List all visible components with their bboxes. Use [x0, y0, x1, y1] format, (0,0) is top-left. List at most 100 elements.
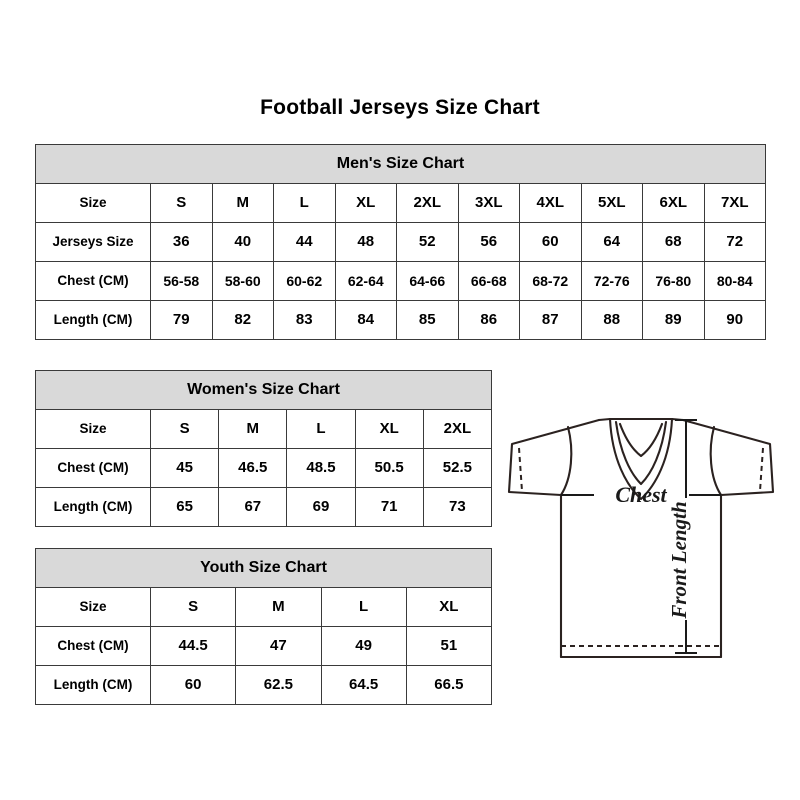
cell: 64-66	[396, 261, 459, 301]
womens-size-chart-table: Women's Size Chart Size S M L XL 2XL Che…	[35, 370, 493, 527]
cell: 71	[354, 487, 424, 527]
table-row: Chest (CM) 44.5 47 49 51	[35, 626, 493, 666]
cell: 60	[149, 665, 237, 705]
row-label-jerseys-size: Jerseys Size	[35, 222, 151, 262]
cell: 79	[150, 300, 213, 340]
cell: 66-68	[457, 261, 520, 301]
cell: 76-80	[642, 261, 705, 301]
column-header-2xl: 2XL	[396, 183, 459, 223]
left-armhole-seam	[559, 425, 573, 497]
table-row: Length (CM) 65 67 69 71 73	[35, 487, 493, 527]
cell: 50.5	[354, 448, 424, 488]
cell: 60	[519, 222, 582, 262]
cell: 72	[703, 222, 766, 262]
cell: 72-76	[580, 261, 643, 301]
column-header-xl: XL	[354, 409, 424, 449]
cell: 46.5	[218, 448, 288, 488]
column-header-xl: XL	[405, 587, 493, 627]
collar-outer-v	[608, 417, 674, 501]
row-label-chest-cm: Chest (CM)	[35, 448, 151, 488]
column-header-m: M	[235, 587, 322, 627]
column-header-7xl: 7XL	[703, 183, 766, 223]
table-row: Length (CM) 79 82 83 84 85 86 87 88 89 9…	[35, 300, 766, 340]
cell: 48	[334, 222, 397, 262]
cell: 49	[320, 626, 407, 666]
row-header-size: Size	[35, 183, 151, 223]
table-caption-row: Youth Size Chart	[35, 548, 492, 588]
row-header-size: Size	[35, 409, 151, 449]
collar-inner-v	[618, 422, 664, 458]
table-caption-row: Women's Size Chart	[35, 370, 492, 410]
cell: 88	[580, 300, 643, 340]
cell: 44	[273, 222, 336, 262]
cell: 65	[149, 487, 220, 527]
column-header-6xl: 6XL	[642, 183, 705, 223]
table-caption-row: Men's Size Chart	[35, 144, 766, 184]
cell: 62-64	[334, 261, 397, 301]
cell: 36	[150, 222, 213, 262]
cell: 87	[519, 300, 582, 340]
row-label-chest-cm: Chest (CM)	[35, 626, 151, 666]
youth-table-caption: Youth Size Chart	[35, 548, 492, 588]
column-header-4xl: 4XL	[519, 183, 582, 223]
cell: 58-60	[211, 261, 274, 301]
row-label-length-cm: Length (CM)	[35, 300, 151, 340]
jersey-measurement-diagram: Chest Front Length	[498, 398, 784, 690]
table-header-row: Size S M L XL	[35, 587, 493, 627]
youth-size-chart-table: Youth Size Chart Size S M L XL Chest (CM…	[35, 548, 493, 705]
cell: 56-58	[150, 261, 213, 301]
column-header-3xl: 3XL	[457, 183, 520, 223]
chest-label: Chest	[615, 482, 667, 507]
column-header-l: L	[273, 183, 336, 223]
cell: 40	[211, 222, 274, 262]
right-armhole-seam	[709, 425, 723, 497]
cell: 84	[334, 300, 397, 340]
table-row: Chest (CM) 56-58 58-60 60-62 62-64 64-66…	[35, 261, 766, 301]
cell: 67	[218, 487, 288, 527]
cell: 80-84	[703, 261, 766, 301]
cell: 68-72	[519, 261, 582, 301]
cell: 90	[703, 300, 766, 340]
cell: 83	[273, 300, 336, 340]
cell: 60-62	[273, 261, 336, 301]
cell: 52	[396, 222, 459, 262]
cell: 47	[235, 626, 322, 666]
column-header-m: M	[211, 183, 274, 223]
cell: 51	[405, 626, 493, 666]
cell: 66.5	[405, 665, 493, 705]
cell: 62.5	[235, 665, 322, 705]
cell: 89	[642, 300, 705, 340]
row-header-size: Size	[35, 587, 151, 627]
page-title: Football Jerseys Size Chart	[260, 96, 540, 119]
table-header-row: Size S M L XL 2XL 3XL 4XL 5XL 6XL 7XL	[35, 183, 766, 223]
column-header-s: S	[149, 409, 220, 449]
left-shoulder-line	[597, 417, 612, 422]
cell: 64.5	[320, 665, 407, 705]
left-cuff-stitch-dashed	[518, 447, 523, 492]
table-row: Jerseys Size 36 40 44 48 52 56 60 64 68 …	[35, 222, 766, 262]
mens-table-caption: Men's Size Chart	[35, 144, 766, 184]
cell: 85	[396, 300, 459, 340]
cell: 44.5	[149, 626, 237, 666]
row-label-length-cm: Length (CM)	[35, 487, 151, 527]
mens-size-chart-table: Men's Size Chart Size S M L XL 2XL 3XL 4…	[35, 144, 766, 340]
table-row: Chest (CM) 45 46.5 48.5 50.5 52.5	[35, 448, 493, 488]
womens-table-caption: Women's Size Chart	[35, 370, 492, 410]
right-cuff-stitch-dashed	[759, 447, 764, 492]
table-header-row: Size S M L XL 2XL	[35, 409, 493, 449]
cell: 82	[211, 300, 274, 340]
cell: 48.5	[286, 448, 356, 488]
cell: 69	[286, 487, 356, 527]
front-length-label: Front Length	[667, 501, 691, 619]
column-header-5xl: 5XL	[580, 183, 643, 223]
column-header-s: S	[149, 587, 237, 627]
column-header-2xl: 2XL	[422, 409, 493, 449]
column-header-xl: XL	[334, 183, 397, 223]
left-sleeve-outline	[507, 418, 601, 497]
cell: 52.5	[422, 448, 493, 488]
cell: 73	[422, 487, 493, 527]
row-label-chest-cm: Chest (CM)	[35, 261, 151, 301]
collar-middle-v	[614, 420, 668, 486]
right-sleeve-outline	[681, 418, 775, 497]
table-row: Length (CM) 60 62.5 64.5 66.5	[35, 665, 493, 705]
